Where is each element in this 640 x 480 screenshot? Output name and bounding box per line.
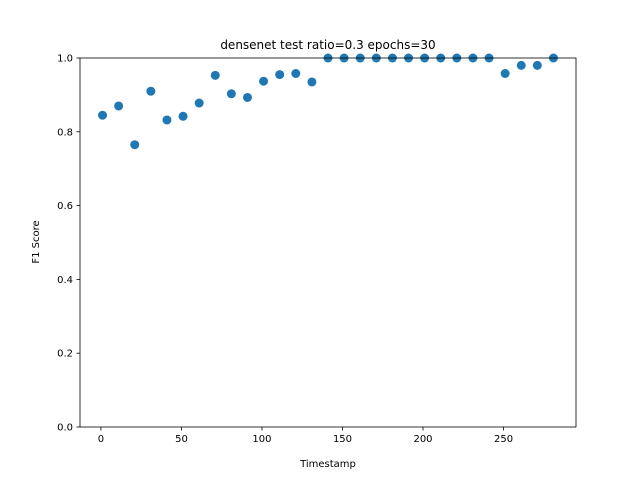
- data-point-8: [226, 89, 236, 99]
- y-tick-label-0: 0.0: [57, 423, 73, 434]
- data-point-27: [532, 60, 542, 70]
- data-point-3: [146, 86, 156, 96]
- data-point-2: [130, 140, 140, 150]
- data-point-6: [194, 98, 204, 108]
- plot-frame: [79, 57, 577, 428]
- data-point-5: [178, 111, 188, 121]
- data-point-25: [500, 69, 510, 78]
- data-point-0: [98, 110, 108, 120]
- data-point-9: [242, 92, 252, 102]
- data-point-13: [307, 77, 317, 87]
- chart-title: densenet test ratio=0.3 epochs=30: [220, 38, 435, 52]
- data-point-12: [291, 69, 301, 78]
- x-axis-label: Timestamp: [299, 459, 356, 470]
- data-point-4: [162, 115, 172, 125]
- data-point-7: [210, 70, 220, 80]
- data-point-10: [259, 76, 269, 86]
- axes: 0 50 100 150 200 250 0.0 0.2 0.4 0.6 0.8 1.0: [57, 54, 577, 445]
- data-point-1: [114, 101, 124, 111]
- y-tick-label-3: 0.6: [57, 201, 73, 212]
- y-axis-label: F1 Score: [31, 220, 42, 263]
- x-tick-label-5: 250: [494, 434, 513, 445]
- x-tick-label-3: 150: [333, 434, 352, 445]
- y-tick-label-2: 0.4: [57, 275, 73, 286]
- x-tick-label-4: 200: [413, 434, 432, 445]
- y-tick-label-4: 0.8: [57, 127, 73, 138]
- data-point-26: [516, 60, 526, 70]
- data-point-11: [275, 70, 285, 80]
- x-tick-label-1: 50: [175, 434, 188, 445]
- y-tick-label-5: 1.0: [57, 54, 73, 65]
- x-tick-label-2: 100: [252, 434, 271, 445]
- x-tick-label-0: 0: [98, 434, 104, 445]
- y-tick-label-1: 0.2: [57, 349, 73, 360]
